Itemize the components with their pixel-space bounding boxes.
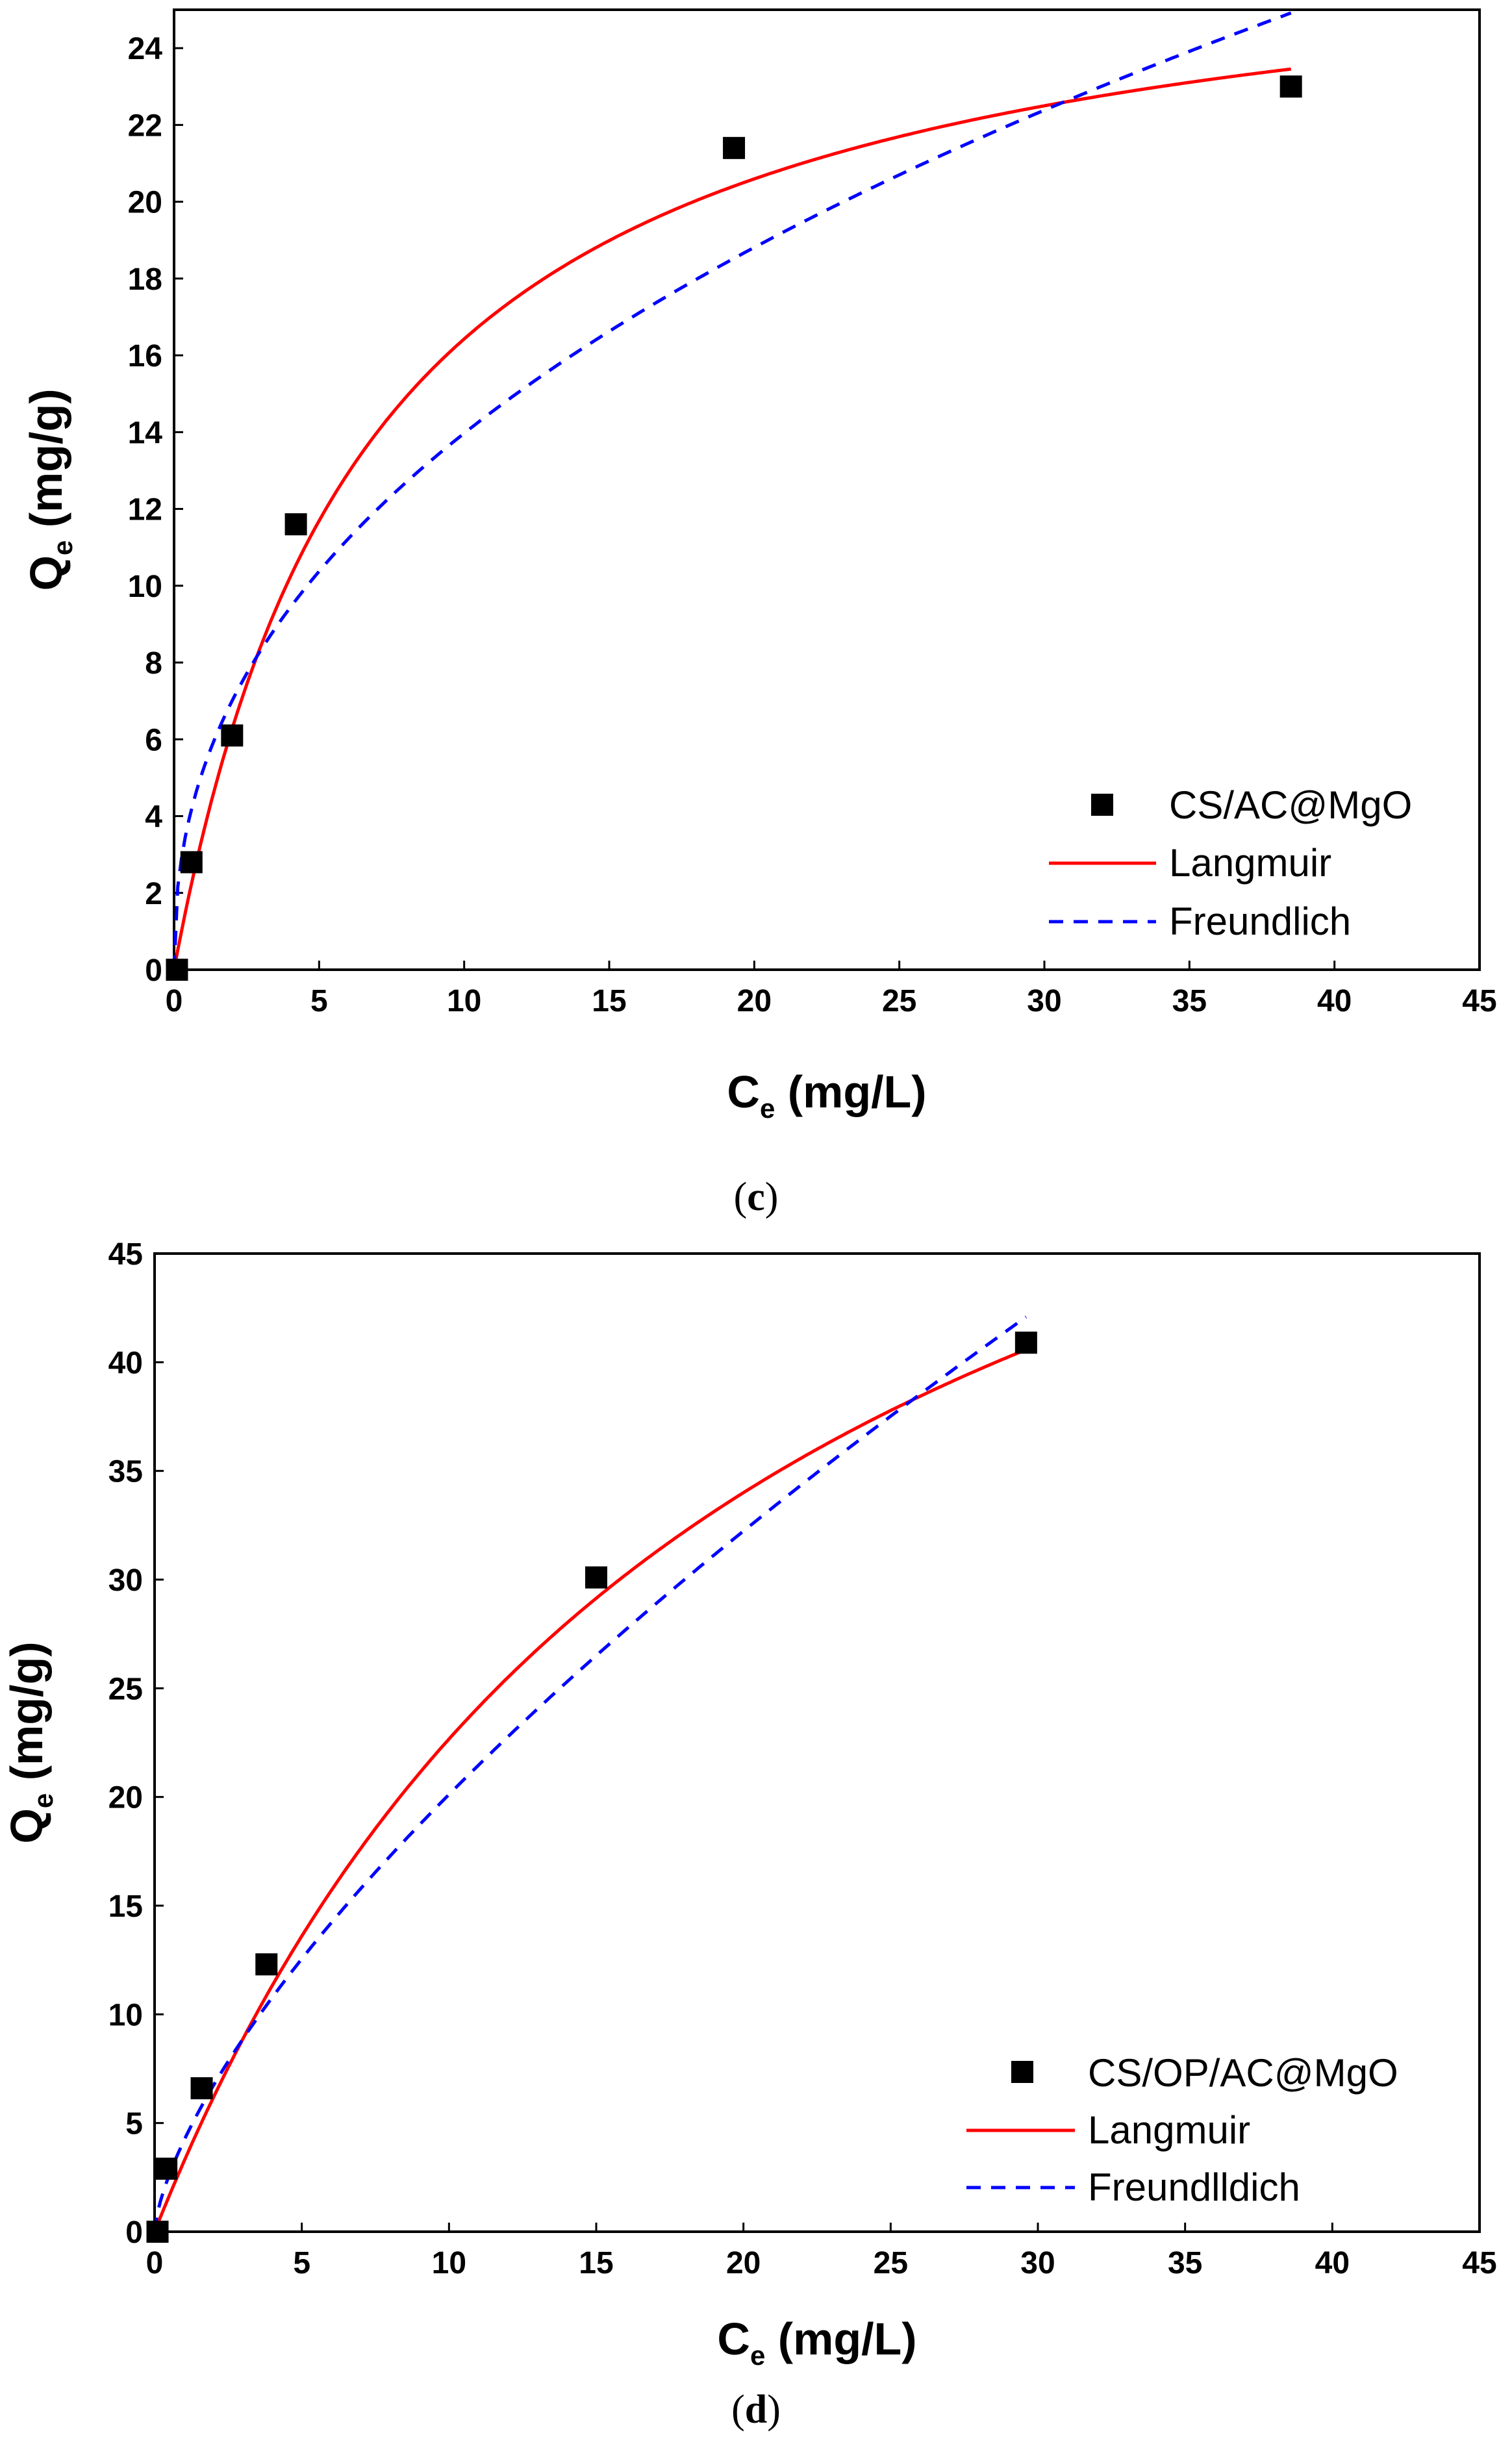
x-tick-label: 20: [726, 2246, 761, 2280]
y-tick-label: 5: [125, 2107, 143, 2141]
x-tick-label: 25: [874, 2246, 908, 2280]
x-tick-label: 15: [579, 2246, 613, 2280]
y-tick-label: 24: [128, 32, 163, 66]
legend-label-langmuir: Langmuir: [1088, 2108, 1250, 2152]
x-tick-label: 45: [1462, 984, 1496, 1018]
x-axis-label: Ce (mg/L): [727, 1066, 926, 1124]
data-point: [255, 1953, 278, 1976]
x-tick-label: 30: [1027, 984, 1061, 1018]
legend-marker-points: [1011, 2061, 1033, 2083]
data-point: [221, 724, 244, 747]
x-tick-label: 40: [1317, 984, 1352, 1018]
y-axis-label: Qe (mg/g): [21, 388, 78, 590]
x-tick-label: 5: [293, 2246, 310, 2280]
plot-frame: [153, 1252, 1481, 2233]
langmuir-fit-curve: [172, 67, 1291, 970]
fit-curves: [172, 11, 1292, 970]
y-tick-label: 2: [145, 877, 162, 911]
x-axis-label: Ce (mg/L): [717, 2314, 916, 2371]
y-tick-label: 16: [128, 339, 162, 373]
x-tick-label: 30: [1020, 2246, 1055, 2280]
legend: CS/OP/AC@MgO Langmuir Freundlldich: [966, 2051, 1398, 2209]
panel-caption-d: (d): [731, 2388, 781, 2432]
legend: CS/AC@MgO Langmuir Freundlich: [1049, 783, 1412, 943]
y-tick-label: 10: [128, 570, 162, 604]
data-points: [146, 1331, 1037, 2243]
y-axis-label: Qe (mg/g): [1, 1641, 58, 1843]
data-point: [585, 1566, 607, 1589]
data-point: [723, 136, 746, 159]
freundlich-fit-curve: [153, 1315, 1027, 2232]
y-tick-label: 18: [128, 262, 162, 297]
x-tick-label: 10: [432, 2246, 466, 2280]
x-tick-label: 10: [447, 984, 481, 1018]
chart-panel-d: 0 5 10 15 20 25 30 35 40 45 0 5 10 15 20 25 30 35 40 45 Qe …: [1, 1237, 1497, 2432]
x-tick-label: 0: [146, 2246, 164, 2280]
fit-curves: [153, 1315, 1027, 2232]
panel-caption-c: (c): [734, 1175, 779, 1219]
x-tick-label: 20: [737, 984, 772, 1018]
x-tick-label: 35: [1168, 2246, 1202, 2280]
x-tick-label: 5: [310, 984, 328, 1018]
freundlich-fit-curve: [172, 11, 1292, 970]
y-tick-label: 20: [128, 186, 162, 220]
legend-label-freundlich: Freundlich: [1169, 900, 1351, 943]
data-point: [1279, 75, 1302, 98]
x-tick-label: 0: [166, 984, 183, 1018]
data-point: [146, 2221, 169, 2243]
x-tick-label: 15: [592, 984, 626, 1018]
y-tick-label: 6: [145, 723, 162, 757]
legend-label-points: CS/AC@MgO: [1169, 783, 1412, 827]
y-tick-label: 20: [108, 1781, 143, 1815]
y-tick-label: 15: [108, 1889, 143, 1924]
y-tick-label: 0: [125, 2215, 143, 2250]
y-tick-label: 22: [128, 108, 162, 143]
axis-ticks: 0 5 10 15 20 25 30 35 40 45 0 5 10 15 20 25 30 35 40 45: [108, 1237, 1497, 2280]
y-tick-label: 4: [145, 800, 162, 835]
plot-frame: [173, 8, 1481, 971]
x-tick-label: 35: [1172, 984, 1207, 1018]
chart-panel-c: 0 5 10 15 20 25 30 35 40 45024681012141618202224 …: [21, 8, 1497, 1219]
legend-label-freundlich: Freundlldich: [1088, 2165, 1300, 2209]
data-point: [155, 2157, 178, 2180]
x-tick-label: 25: [882, 984, 916, 1018]
data-point: [190, 2077, 213, 2100]
data-point: [180, 851, 203, 874]
x-tick-label: 45: [1462, 2246, 1496, 2280]
y-tick-label: 30: [108, 1563, 143, 1598]
langmuir-fit-curve: [153, 1348, 1027, 2232]
y-tick-label: 10: [108, 1998, 143, 2032]
legend-label-points: CS/OP/AC@MgO: [1088, 2051, 1398, 2095]
y-tick-label: 12: [128, 493, 162, 527]
y-tick-label: 35: [108, 1455, 143, 1489]
data-point: [284, 513, 307, 536]
y-tick-label: 25: [108, 1672, 143, 1706]
data-point: [166, 959, 188, 981]
legend-marker-points: [1091, 794, 1113, 816]
x-tick-label: 40: [1315, 2246, 1350, 2280]
data-point: [1014, 1331, 1037, 1354]
y-tick-label: 0: [145, 953, 162, 988]
y-tick-label: 14: [128, 416, 163, 450]
y-tick-label: 8: [145, 646, 162, 681]
legend-label-langmuir: Langmuir: [1169, 841, 1331, 885]
y-tick-label: 45: [108, 1237, 143, 1272]
y-tick-label: 40: [108, 1346, 143, 1380]
data-points: [166, 75, 1302, 981]
